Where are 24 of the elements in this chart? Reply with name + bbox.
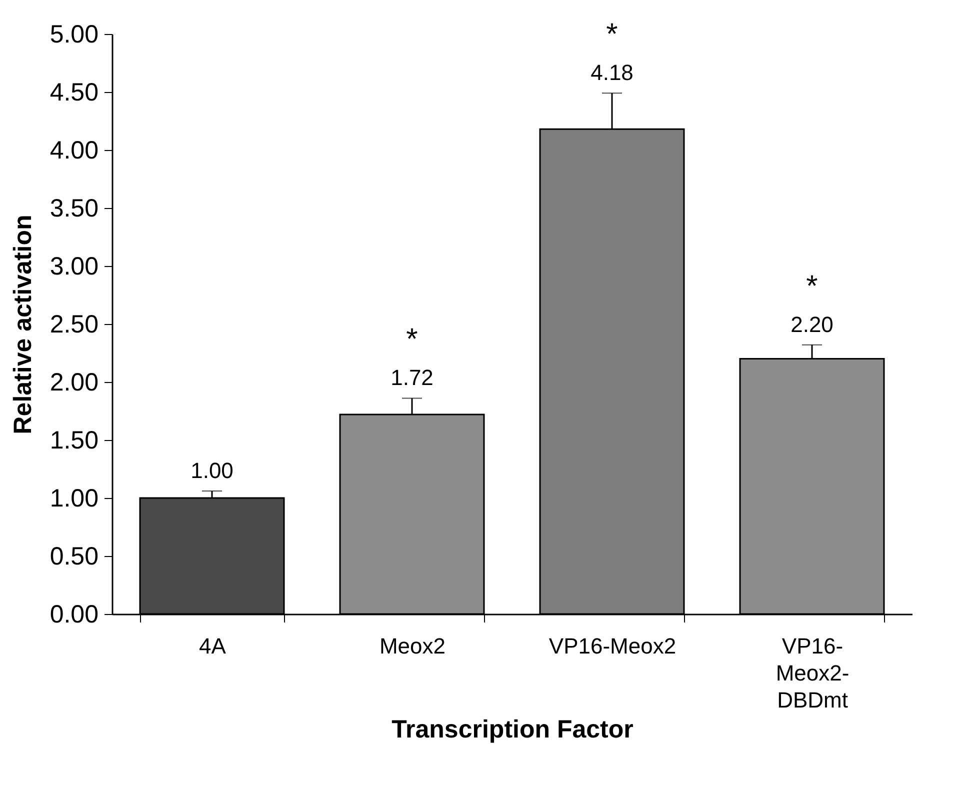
annotation: *: [606, 18, 618, 52]
x-tick-label: 4A: [199, 634, 226, 658]
y-tick-label: 0.50: [50, 542, 98, 570]
data-label: 4.18: [590, 60, 634, 86]
annotation: *: [406, 323, 418, 356]
y-tick-label: 1.50: [50, 426, 98, 454]
data-label: 1.00: [190, 458, 234, 484]
y-tick-label: 2.50: [50, 310, 98, 338]
data-label: 1.72: [390, 365, 434, 390]
y-tick-label: 4.00: [50, 136, 98, 164]
y-tick-label: 1.00: [50, 484, 98, 512]
y-tick-label: 4.50: [50, 78, 98, 106]
data-label: 2.20: [790, 312, 834, 337]
y-tick-label: 0.00: [50, 600, 98, 628]
y-axis-title: Relative activation: [8, 214, 37, 434]
y-tick-label: 3.00: [50, 252, 98, 280]
y-tick-label: 2.00: [50, 368, 98, 396]
y-tick-label: 5.00: [50, 20, 98, 48]
y-tick-label: 3.50: [50, 194, 98, 222]
x-tick-label: VP16-Meox2: [548, 634, 676, 658]
x-tick-label: Meox2: [379, 634, 446, 658]
x-tick-label: VP16-Meox2-DBDmt: [776, 634, 850, 712]
x-axis-title: Transcription Factor: [392, 716, 634, 744]
annotation: *: [806, 270, 818, 303]
